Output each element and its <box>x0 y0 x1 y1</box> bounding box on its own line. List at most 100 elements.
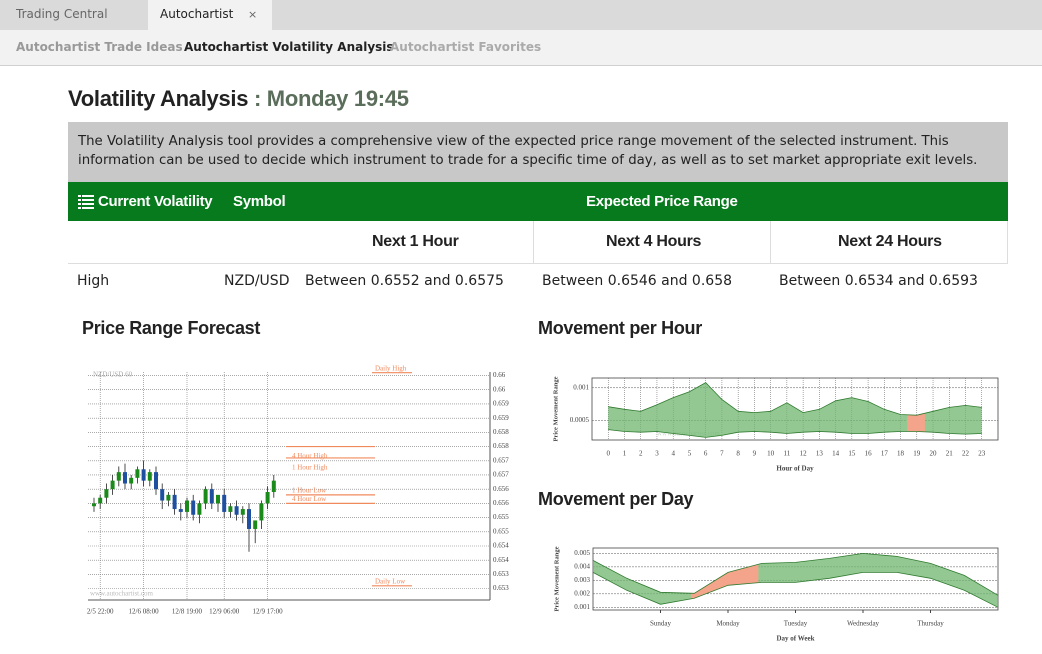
candle-body <box>203 489 208 504</box>
y-tick-label: 0.653 <box>493 584 509 592</box>
candle-body <box>166 494 171 501</box>
candle-body <box>135 469 140 478</box>
x-tick-label: 7 <box>720 450 724 458</box>
upper-line <box>608 382 982 416</box>
x-axis-title: Day of Week <box>777 635 815 643</box>
description: The Volatility Analysis tool provides a … <box>68 122 1008 182</box>
y-tick-label: 0.659 <box>493 400 509 408</box>
candle-body <box>209 489 214 504</box>
symbol-label: NZD/USD 60 <box>93 371 133 379</box>
candle-body <box>141 469 146 481</box>
x-tick-label: 2 <box>639 450 643 458</box>
y-tick-label: 0.654 <box>493 542 509 550</box>
close-tab[interactable]: × <box>248 8 258 21</box>
level-label: 1 Hour Low <box>292 486 327 494</box>
column-header: Symbol <box>233 193 286 210</box>
sub-nav <box>0 30 1042 66</box>
tab[interactable]: Autochartist <box>160 7 234 21</box>
nav-link[interactable]: Autochartist Trade Ideas <box>16 40 183 54</box>
y-tick-label: 0.0005 <box>570 416 590 424</box>
separator: : <box>253 86 261 111</box>
candle-body <box>265 492 270 504</box>
x-tick-label: 13 <box>816 450 824 458</box>
y-tick-label: 0.658 <box>493 428 509 436</box>
x-tick-label: 6 <box>704 450 708 458</box>
cell: High <box>77 273 110 289</box>
candle-body <box>123 472 127 484</box>
period: Next 4 Hours <box>606 233 702 250</box>
x-tick-label: 12 <box>800 450 808 458</box>
section-title: Movement per Day <box>538 489 694 509</box>
section-title: Movement per Hour <box>538 318 702 338</box>
highlight-fill <box>690 564 759 599</box>
candle-body <box>98 497 103 504</box>
y-tick-label: 0.656 <box>493 485 509 493</box>
y-tick-label: 0.655 <box>493 513 509 521</box>
x-tick-label: 3 <box>655 450 659 458</box>
y-tick-label: 0.657 <box>493 456 509 464</box>
nav-link[interactable]: Autochartist Favorites <box>390 40 542 54</box>
candle-body <box>92 503 96 507</box>
y-tick-label: 0.005 <box>574 549 590 557</box>
candle-body <box>247 509 251 529</box>
x-tick-label: 12/6 08:00 <box>129 608 160 616</box>
x-tick-label: 0 <box>606 450 610 458</box>
x-tick-label: 16 <box>865 450 873 458</box>
column-header: Expected Price Range <box>586 193 738 210</box>
tab[interactable]: Trading Central <box>16 7 108 21</box>
x-tick-label: 17 <box>881 450 889 458</box>
x-tick-label: 23 <box>978 450 986 458</box>
x-tick-label: 21 <box>946 450 954 458</box>
x-tick-label: Monday <box>716 620 740 628</box>
x-axis-title: Hour of Day <box>776 465 814 473</box>
period: Next 24 Hours <box>838 233 942 250</box>
cell: NZD/USD <box>224 273 290 289</box>
period: Next 1 Hour <box>372 233 459 250</box>
x-tick-label: 12/9 06:00 <box>209 608 240 616</box>
candle-body <box>160 489 165 501</box>
cell-border <box>770 221 771 263</box>
candle-body <box>259 503 264 521</box>
x-tick-label: 14 <box>832 450 840 458</box>
candle-body <box>240 509 245 515</box>
y-tick-label: 0.658 <box>493 442 509 450</box>
cell-border <box>1007 221 1008 263</box>
y-tick-label: 0.653 <box>493 570 509 578</box>
title: Volatility Analysis <box>68 86 249 111</box>
level-label: Daily High <box>375 364 407 372</box>
candle-body <box>222 494 227 512</box>
nav-link[interactable]: Autochartist Volatility Analysis <box>184 40 394 54</box>
active-tab[interactable] <box>148 0 272 30</box>
y-axis-title: Price Movement Range <box>552 376 559 441</box>
x-tick-label: 5 <box>688 450 692 458</box>
cell: Between 0.6546 and 0.658 <box>542 273 733 289</box>
y-tick-label: 0.659 <box>493 414 509 422</box>
candle-body <box>228 506 233 512</box>
candle-body <box>110 480 115 490</box>
lower-line <box>608 429 982 438</box>
y-tick-label: 0.003 <box>574 576 590 584</box>
x-tick-label: Wednesday <box>847 620 880 628</box>
level-label: 4 Hour Low <box>292 495 327 503</box>
band-fill <box>608 382 982 438</box>
x-tick-label: 12/9 17:00 <box>253 608 284 616</box>
level-label: 1 Hour High <box>292 464 328 472</box>
cell: Between 0.6534 and 0.6593 <box>779 273 978 289</box>
lower-line <box>592 572 999 608</box>
x-tick-label: Sunday <box>650 620 672 628</box>
y-axis-title: Price Movement Range <box>553 546 560 611</box>
x-tick-label: 8 <box>736 450 740 458</box>
x-tick-label: 2/5 22:00 <box>87 608 114 616</box>
candle-body <box>154 472 158 490</box>
candle-body <box>104 489 109 498</box>
x-tick-label: 20 <box>930 450 938 458</box>
x-tick-label: Tuesday <box>784 620 808 628</box>
page-title: Volatility Analysis : Monday 19:45 <box>68 86 409 112</box>
candle-body <box>129 477 134 484</box>
x-tick-label: 9 <box>753 450 757 458</box>
y-tick-label: 0.001 <box>574 603 590 611</box>
candle-body <box>185 500 189 512</box>
period-row <box>68 221 1008 264</box>
x-tick-label: 22 <box>962 450 970 458</box>
